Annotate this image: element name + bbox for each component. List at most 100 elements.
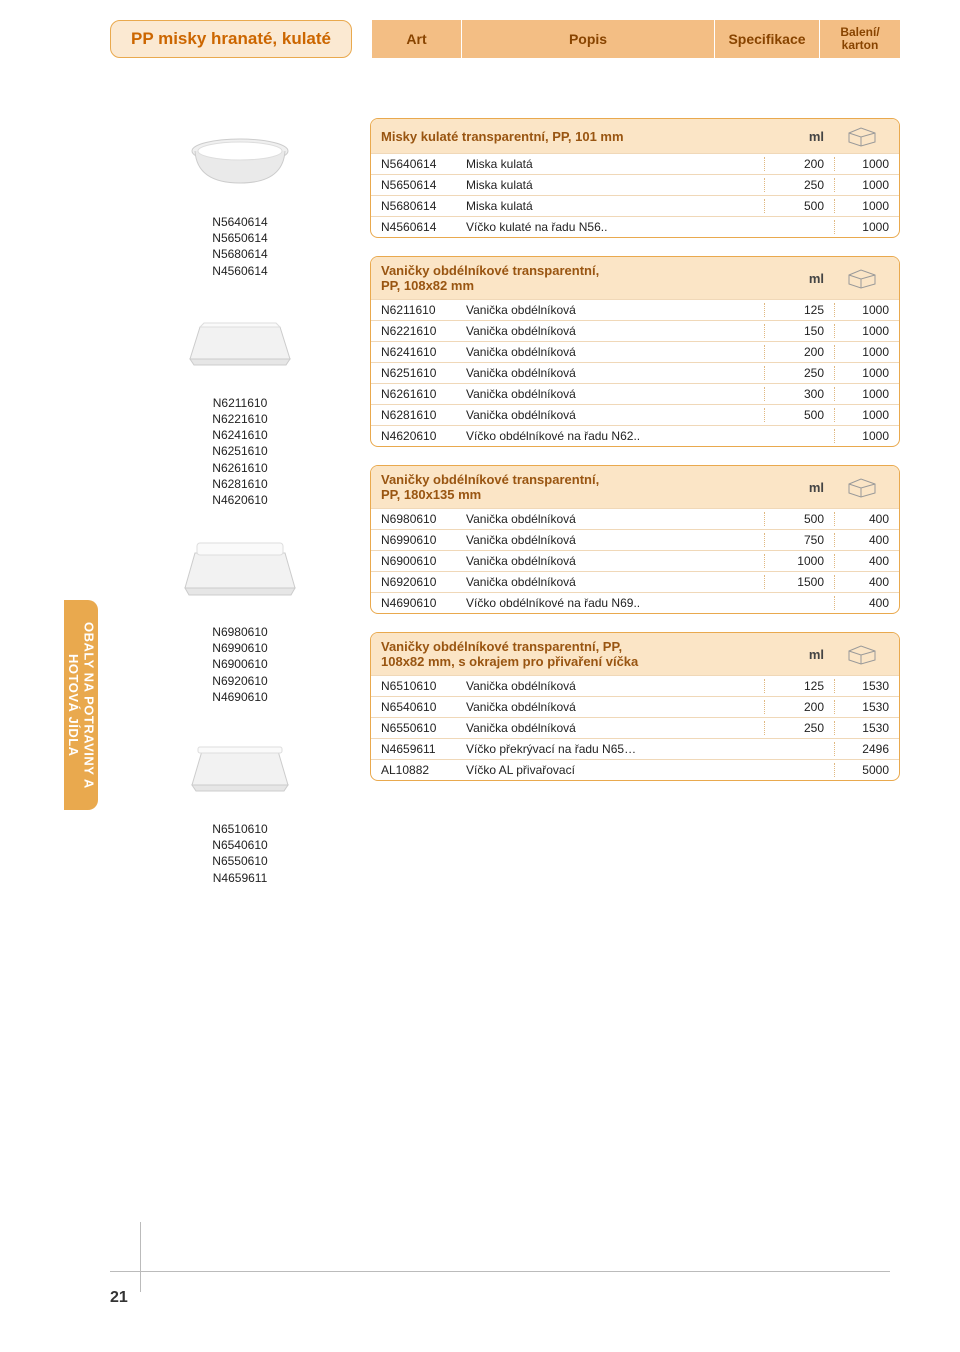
product-block: N6211610 N6221610 N6241610 N6251610 N626… <box>110 299 370 508</box>
product-image-bowl <box>110 118 370 208</box>
code: N6920610 <box>110 673 370 689</box>
table-row: N6980610Vanička obdélníková500400 <box>371 508 899 529</box>
table-group-header: Vaničky obdélníkové transparentní, PP, 1… <box>371 257 899 299</box>
product-image-tray-weld <box>110 725 370 815</box>
table-row: N6251610Vanička obdélníková2501000 <box>371 362 899 383</box>
group-spec-header: ml <box>764 129 834 144</box>
table-row: N4690610Víčko obdélníkové na řadu N69.. 4… <box>371 592 899 613</box>
cell-spec: 750 <box>764 533 834 547</box>
product-images-column: N5640614 N5650614 N5680614 N4560614 N621… <box>110 118 370 906</box>
cell-art: N4659611 <box>381 742 466 756</box>
table-row: N6900610Vanička obdélníková1000400 <box>371 550 899 571</box>
cell-bal: 1530 <box>834 721 889 735</box>
cell-desc: Miska kulatá <box>466 157 764 171</box>
cell-bal: 400 <box>834 512 889 526</box>
cell-art: N5680614 <box>381 199 466 213</box>
table-group: Vaničky obdélníkové transparentní, PP, 1… <box>370 465 900 614</box>
col-header-bal: Balení/ karton <box>820 20 900 58</box>
cell-desc: Vanička obdélníková <box>466 512 764 526</box>
cell-art: N4560614 <box>381 220 466 234</box>
footer-tick <box>140 1222 141 1292</box>
cell-bal: 1000 <box>834 324 889 338</box>
cell-desc: Vanička obdélníková <box>466 324 764 338</box>
table-row: N6281610Vanička obdélníková5001000 <box>371 404 899 425</box>
product-codes: N5640614 N5650614 N5680614 N4560614 <box>110 214 370 279</box>
cell-bal: 1000 <box>834 220 889 234</box>
cell-art: N4690610 <box>381 596 466 610</box>
table-row: N6990610Vanička obdélníková750400 <box>371 529 899 550</box>
cell-spec: 125 <box>764 303 834 317</box>
table-row: N6540610Vanička obdélníková2001530 <box>371 696 899 717</box>
cell-desc: Víčko obdélníkové na řadu N62.. <box>466 429 764 443</box>
cell-spec: 500 <box>764 199 834 213</box>
group-title: Vaničky obdélníkové transparentní, PP, 1… <box>381 639 764 669</box>
code: N6281610 <box>110 476 370 492</box>
cell-desc: Vanička obdélníková <box>466 366 764 380</box>
cell-bal: 1000 <box>834 345 889 359</box>
code: N6980610 <box>110 624 370 640</box>
table-group-header: Vaničky obdélníkové transparentní, PP, 1… <box>371 633 899 675</box>
group-spec-header: ml <box>764 647 834 662</box>
product-image-tray-lid <box>110 528 370 618</box>
cell-bal: 1000 <box>834 178 889 192</box>
col-header-art: Art <box>372 20 462 58</box>
cell-art: N6990610 <box>381 533 466 547</box>
group-title: Misky kulaté transparentní, PP, 101 mm <box>381 129 764 144</box>
footer-line <box>110 1271 890 1272</box>
code: N5640614 <box>110 214 370 230</box>
cell-desc: Miska kulatá <box>466 199 764 213</box>
code: N6510610 <box>110 821 370 837</box>
cell-desc: Miska kulatá <box>466 178 764 192</box>
table-row: N5640614Miska kulatá2001000 <box>371 153 899 174</box>
table-row: N6550610Vanička obdélníková2501530 <box>371 717 899 738</box>
page-number: 21 <box>110 1289 128 1307</box>
cell-desc: Víčko kulaté na řadu N56.. <box>466 220 764 234</box>
cell-art: N6900610 <box>381 554 466 568</box>
cell-desc: Víčko obdélníkové na řadu N69.. <box>466 596 764 610</box>
product-image-tray-small <box>110 299 370 389</box>
code: N6261610 <box>110 460 370 476</box>
cell-bal: 400 <box>834 596 889 610</box>
cell-art: AL10882 <box>381 763 466 777</box>
cell-spec: 250 <box>764 721 834 735</box>
code: N4659611 <box>110 870 370 886</box>
cell-spec: 1500 <box>764 575 834 589</box>
column-header-row: PP misky hranaté, kulaté Art Popis Speci… <box>110 20 900 58</box>
table-group: Vaničky obdélníkové transparentní, PP, 1… <box>370 632 900 781</box>
cell-bal: 1530 <box>834 679 889 693</box>
cell-bal: 1000 <box>834 199 889 213</box>
product-block: N6980610 N6990610 N6900610 N6920610 N469… <box>110 528 370 705</box>
table-row: N6510610Vanička obdélníková1251530 <box>371 675 899 696</box>
cell-spec: 200 <box>764 157 834 171</box>
cell-desc: Víčko překrývací na řadu N65… <box>466 742 764 756</box>
cell-art: N6980610 <box>381 512 466 526</box>
group-title: Vaničky obdélníkové transparentní, PP, 1… <box>381 472 764 502</box>
cell-art: N4620610 <box>381 429 466 443</box>
cell-bal: 1000 <box>834 408 889 422</box>
cell-art: N6221610 <box>381 324 466 338</box>
cell-spec: 250 <box>764 366 834 380</box>
col-header-spec: Specifikace <box>715 20 820 58</box>
cell-art: N5650614 <box>381 178 466 192</box>
cell-bal: 1000 <box>834 387 889 401</box>
cell-desc: Vanička obdélníková <box>466 387 764 401</box>
code: N6900610 <box>110 656 370 672</box>
cell-art: N6510610 <box>381 679 466 693</box>
cell-spec: 250 <box>764 178 834 192</box>
code: N6550610 <box>110 853 370 869</box>
cell-spec: 1000 <box>764 554 834 568</box>
sidebar-label: OBALY NA POTRAVINY A HOTOVÁ JÍDLA <box>65 600 96 810</box>
table-group: Vaničky obdélníkové transparentní, PP, 1… <box>370 256 900 447</box>
table-row: N6241610Vanička obdélníková2001000 <box>371 341 899 362</box>
table-row: N6261610Vanička obdélníková3001000 <box>371 383 899 404</box>
cell-bal: 400 <box>834 575 889 589</box>
box-icon <box>834 476 889 498</box>
cell-bal: 1000 <box>834 303 889 317</box>
column-headers: Art Popis Specifikace Balení/ karton <box>372 20 900 58</box>
group-spec-header: ml <box>764 480 834 495</box>
box-icon <box>834 267 889 289</box>
cell-spec: 125 <box>764 679 834 693</box>
cell-spec: 500 <box>764 512 834 526</box>
table-row: AL10882Víčko AL přivařovací5000 <box>371 759 899 780</box>
cell-art: N6920610 <box>381 575 466 589</box>
